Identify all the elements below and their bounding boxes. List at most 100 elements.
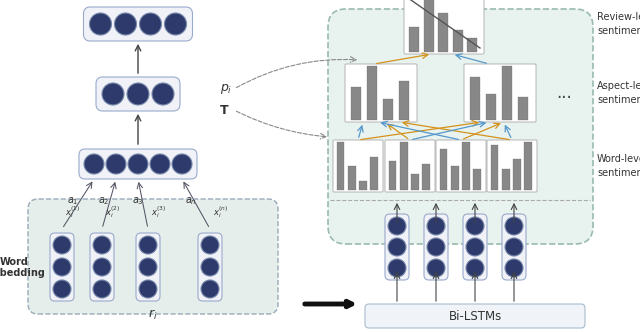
Text: Aspect-level: Aspect-level [597,81,640,91]
Bar [452,30,463,52]
Circle shape [505,259,523,277]
FancyBboxPatch shape [50,233,74,301]
Bar [486,94,497,120]
Circle shape [505,217,523,235]
Text: $x_i^{(3)}$: $x_i^{(3)}$ [151,205,166,220]
Bar [451,166,458,190]
FancyBboxPatch shape [385,214,409,280]
Circle shape [172,154,192,174]
Text: $a_2$: $a_2$ [98,195,110,207]
Bar [491,145,499,190]
Text: ...: ... [556,84,572,102]
FancyBboxPatch shape [487,140,537,192]
Text: $p_i$: $p_i$ [220,82,232,96]
Circle shape [164,13,186,35]
Bar [422,164,429,190]
Circle shape [466,238,484,256]
Bar [359,181,367,190]
Circle shape [93,258,111,276]
Bar [473,169,481,190]
Circle shape [84,154,104,174]
Text: $a_3$: $a_3$ [132,195,144,207]
Text: Review-level: Review-level [597,12,640,22]
Bar [389,161,396,190]
Circle shape [128,154,148,174]
Circle shape [466,259,484,277]
Text: sentiment: sentiment [597,95,640,105]
Circle shape [427,217,445,235]
FancyBboxPatch shape [328,9,593,244]
Circle shape [139,236,157,254]
FancyBboxPatch shape [464,64,536,122]
Bar [440,149,447,190]
Bar [467,38,477,52]
Circle shape [93,236,111,254]
Bar [370,157,378,190]
Bar [351,87,362,120]
FancyBboxPatch shape [83,7,193,41]
Text: $x_i^{(1)}$: $x_i^{(1)}$ [65,205,81,220]
Bar [470,77,481,120]
Bar [438,13,448,52]
Bar [409,27,419,52]
FancyBboxPatch shape [502,214,526,280]
Text: Word-level: Word-level [597,154,640,164]
Circle shape [201,258,219,276]
Circle shape [115,13,136,35]
Circle shape [139,258,157,276]
Circle shape [152,83,174,105]
FancyBboxPatch shape [365,304,585,328]
Bar [462,142,470,190]
Bar [337,142,344,190]
Text: $x_i^{(n)}$: $x_i^{(n)}$ [213,205,228,220]
Bar [399,81,410,120]
FancyBboxPatch shape [96,77,180,111]
Circle shape [388,259,406,277]
Circle shape [90,13,111,35]
Circle shape [150,154,170,174]
Circle shape [102,83,124,105]
Circle shape [201,236,219,254]
Bar [367,66,378,120]
Text: sentiment: sentiment [597,26,640,36]
FancyBboxPatch shape [79,149,197,179]
Bar [502,169,509,190]
Circle shape [388,238,406,256]
Circle shape [106,154,126,174]
Bar [513,159,520,190]
Circle shape [505,238,523,256]
Bar [383,99,394,120]
Bar [400,142,408,190]
Bar [502,66,513,120]
Text: sentiment: sentiment [597,168,640,178]
Circle shape [53,236,71,254]
FancyBboxPatch shape [345,64,417,122]
Text: Bi-LSTMs: Bi-LSTMs [449,309,502,322]
Bar [411,174,419,190]
Circle shape [388,217,406,235]
Circle shape [53,280,71,298]
FancyBboxPatch shape [198,233,222,301]
FancyBboxPatch shape [404,0,484,54]
Text: Word: Word [0,257,28,267]
FancyBboxPatch shape [463,214,487,280]
Circle shape [201,280,219,298]
FancyBboxPatch shape [90,233,114,301]
Bar [348,166,355,190]
Bar [518,97,529,120]
FancyBboxPatch shape [424,214,448,280]
Text: $a_1$: $a_1$ [67,195,79,207]
Text: Embedding: Embedding [0,268,45,278]
Circle shape [93,280,111,298]
Text: $a_n$: $a_n$ [185,195,197,207]
Bar [424,0,434,52]
Circle shape [466,217,484,235]
Text: T: T [220,104,228,117]
Text: $x_i^{(2)}$: $x_i^{(2)}$ [106,205,121,220]
Text: $r_i$: $r_i$ [148,308,158,322]
Circle shape [139,280,157,298]
Circle shape [427,259,445,277]
Circle shape [140,13,161,35]
Circle shape [427,238,445,256]
FancyBboxPatch shape [136,233,160,301]
